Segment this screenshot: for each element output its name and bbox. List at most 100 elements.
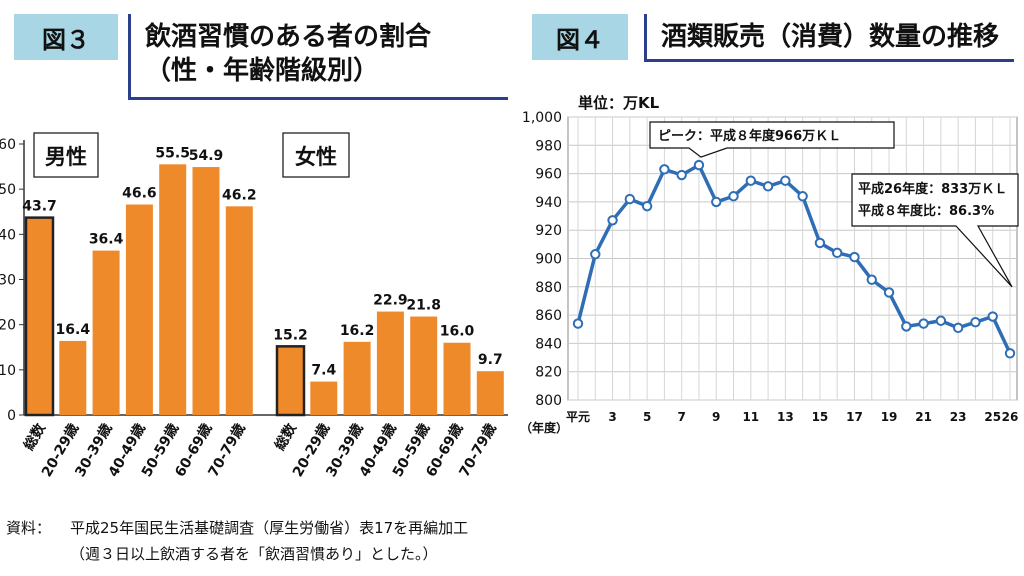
- bar-70-79歳: [476, 371, 504, 415]
- peak-callout-box: [649, 121, 895, 158]
- line-y-tick-label: 800: [535, 393, 562, 409]
- bar-20-29歳: [59, 340, 87, 415]
- line-y-unit-label: 単位：万KL: [578, 94, 660, 112]
- bar-data-label: 36.4: [89, 232, 124, 248]
- bar-data-label: 16.2: [340, 323, 375, 339]
- line-y-tick-label: 1,000: [522, 110, 562, 126]
- bar-70-79歳: [225, 206, 253, 415]
- bar-data-label: 9.7: [478, 352, 503, 368]
- sales-volume-point: [918, 318, 929, 329]
- sales-volume-point: [970, 316, 981, 328]
- sales-volume-point: [935, 315, 947, 326]
- line-y-tick-label: 840: [535, 336, 562, 352]
- line-x-tick-label: 23: [950, 410, 967, 424]
- source-line2: （週３日以上飲酒する者を「飲酒習慣あり」とした。）: [70, 545, 438, 563]
- alcohol-sales-line-chart: 800 820 840 860 880 900 920 940 960 980 1,000 平元 3 5 7…: [520, 94, 1019, 435]
- sales-volume-point: [659, 164, 670, 175]
- sales-volume-point: [728, 191, 739, 202]
- bar-data-label: 55.5: [155, 145, 190, 161]
- figure-3-title: 飲酒習慣のある者の割合 （性・年齢階級別）: [128, 14, 508, 100]
- sales-volume-point: [711, 196, 722, 208]
- line-y-tick-label: 980: [535, 138, 562, 154]
- line-y-tick-label: 900: [535, 252, 562, 268]
- bar-y-tick-label: 60: [0, 137, 16, 153]
- latest-callout-text: 平成８年度比：86.3%: [858, 203, 994, 219]
- sales-volume-point: [762, 181, 774, 192]
- bar-y-tick-label: 0: [7, 408, 16, 424]
- bar-60-69歳: [443, 342, 471, 415]
- bar-data-label: 21.8: [406, 298, 441, 314]
- series-label-box: [33, 132, 99, 178]
- line-y-tick-label: 960: [535, 167, 562, 183]
- line-x-tick-label: 26: [1002, 410, 1019, 424]
- bar-data-label: 15.2: [273, 327, 308, 343]
- figure-4-label: 図４: [532, 14, 628, 60]
- source-label: 資料：: [6, 519, 52, 537]
- sales-volume-point: [624, 193, 636, 205]
- line-y-tick-label: 860: [535, 308, 562, 324]
- sales-volume-point: [1004, 348, 1016, 359]
- sales-volume-point: [832, 247, 843, 259]
- bar-data-label: 16.4: [56, 322, 91, 338]
- sales-volume-point: [849, 251, 860, 263]
- line-x-tick-label: 平元: [566, 410, 590, 424]
- line-y-tick-label: 880: [535, 280, 562, 296]
- bar-data-label: 22.9: [373, 293, 408, 309]
- source-line1: 平成25年国民生活基礎調査（厚生労働省）表17を再編加工: [70, 519, 469, 537]
- bar-50-59歳: [159, 164, 187, 415]
- bar-50-59歳: [410, 316, 438, 415]
- line-x-tick-label: 7: [678, 410, 686, 424]
- bar-総数: [275, 345, 306, 417]
- bar-40-49歳: [376, 311, 404, 415]
- line-x-tick-label: 25: [984, 410, 1001, 424]
- figure-3-title-line1: 飲酒習慣のある者の割合: [145, 22, 432, 52]
- sales-volume-point: [797, 191, 808, 202]
- bar-y-tick-label: 10: [0, 363, 16, 379]
- figure-3-label: 図３: [14, 14, 118, 60]
- series-label-box: [282, 132, 350, 178]
- sales-volume-point: [607, 215, 618, 226]
- line-x-tick-label: 13: [777, 410, 794, 424]
- bar-data-label: 7.4: [311, 363, 336, 379]
- sales-volume-point: [866, 274, 877, 285]
- latest-callout-box: [851, 173, 1019, 288]
- sales-volume-point: [814, 237, 826, 249]
- sales-volume-point: [745, 175, 756, 186]
- sales-volume-point: [952, 322, 964, 334]
- line-y-tick-label: 820: [535, 365, 562, 381]
- bar-data-label: 43.7: [22, 199, 57, 215]
- sales-volume-point: [641, 200, 653, 212]
- bar-y-tick-label: 50: [0, 182, 16, 198]
- peak-callout-text: ピーク：平成８年度966万ＫＬ: [658, 128, 841, 144]
- source-note: 資料： 平成25年国民生活基礎調査（厚生労働省）表17を再編加工 （週３日以上飲酒…: [6, 515, 468, 567]
- line-x-axis-label: （年度）: [520, 420, 568, 435]
- bar-y-tick-label: 20: [0, 318, 16, 334]
- sales-volume-point: [572, 318, 584, 329]
- sales-volume-point: [693, 159, 705, 171]
- line-y-tick-label: 940: [535, 195, 562, 211]
- line-x-tick-label: 15: [812, 410, 829, 424]
- sales-volume-point: [901, 321, 912, 332]
- bar-40-49歳: [125, 204, 153, 415]
- bar-30-39歳: [92, 250, 120, 415]
- bar-data-label: 16.0: [440, 324, 475, 340]
- line-x-tick-label: 21: [915, 410, 932, 424]
- bar-20-29歳: [310, 381, 338, 415]
- sales-volume-point: [780, 175, 791, 186]
- sales-volume-point: [590, 249, 601, 260]
- series-label: 男性: [45, 145, 87, 169]
- bar-30-39歳: [343, 341, 371, 415]
- bar-総数: [24, 216, 55, 417]
- line-y-tick-label: 920: [535, 223, 562, 239]
- figure-4-title: 酒類販売（消費）数量の推移: [644, 14, 1014, 62]
- bar-data-label: 46.6: [122, 186, 157, 202]
- bar-60-69歳: [192, 167, 220, 415]
- bar-y-tick-label: 40: [0, 227, 16, 243]
- latest-callout-text: 平成26年度：833万ＫＬ: [858, 181, 1007, 197]
- bar-data-label: 46.2: [222, 187, 257, 203]
- line-x-tick-label: 9: [712, 410, 720, 424]
- line-x-tick-label: 11: [742, 410, 759, 424]
- bar-data-label: 54.9: [189, 148, 224, 164]
- line-x-tick-label: 3: [608, 410, 616, 424]
